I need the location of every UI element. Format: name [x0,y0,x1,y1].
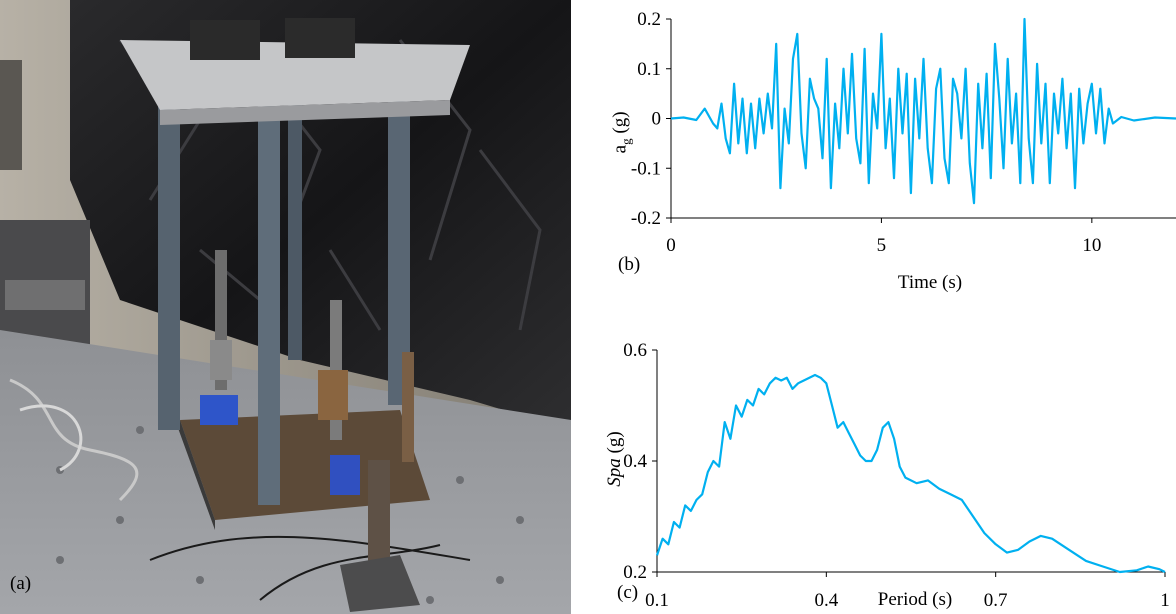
chart-c-series-line [655,373,1166,574]
chart-c-y-tick-label: 0.2 [623,562,647,583]
chart-c-x-axis-title: Period (s) [877,589,953,610]
chart-b-y-axis-title: ag (g) [610,72,635,192]
chart-b-y-tick-label: 0.1 [637,59,661,80]
chart-b-x-tick-label: 5 [877,235,887,256]
chart-b-y-tick-label: -0.1 [631,158,661,179]
chart-c-y-tick-label: 0.4 [623,451,647,472]
chart-c-y-axis-title: Spa (g) [604,404,626,514]
chart-b-series-line [670,17,1176,205]
panel-label-a: (a) [10,573,32,594]
chart-b-y-tick-label: 0 [652,109,662,130]
test-frame-photo [0,0,571,614]
chart-c-x-tick-label: 0.4 [814,590,838,611]
chart-b-y-axis-title-main: a [609,144,631,154]
panel-label-c: (c) [617,582,639,603]
chart-c-y-tick-label: 0.6 [623,340,647,361]
chart-b-y-tick-label: -0.2 [631,208,661,229]
chart-b-y-axis-title-unit: (g) [609,111,631,139]
chart-c-x-tick-label: 1 [1160,590,1170,611]
chart-b-x-tick-label: 10 [1082,235,1101,256]
chart-b-y-tick-label: 0.2 [637,9,661,30]
chart-b-x-axis-title: Time (s) [897,272,963,293]
shake-table-test-frame-photo-icon [0,0,571,614]
chart-c-y-axis-title-italic: Spa [604,458,625,487]
chart-c-x-tick-label: 0.1 [645,590,669,611]
chart-b-y-axis-title-sub: g [618,138,634,145]
chart-c-y-axis-title-unit: (g) [604,431,625,459]
panel-label-b: (b) [618,254,641,275]
chart-b-x-tick-label: 0 [666,235,676,256]
